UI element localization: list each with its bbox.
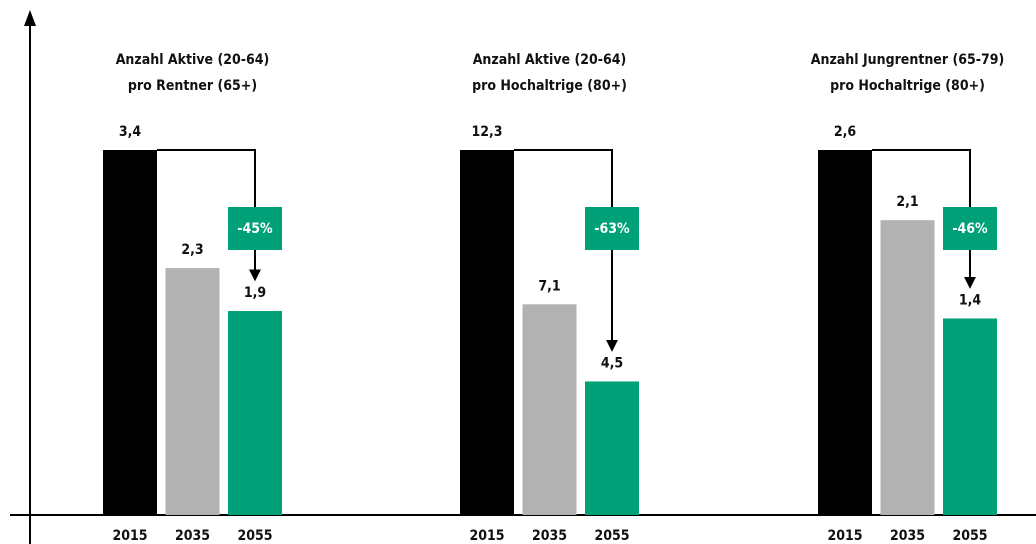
bar (165, 268, 220, 515)
change-box (585, 207, 639, 250)
x-tick-label: 2035 (175, 528, 210, 544)
bar (228, 311, 282, 515)
x-tick-label: 2055 (952, 528, 987, 544)
change-label: -46% (952, 221, 988, 237)
x-tick-label: 2015 (112, 528, 147, 544)
bar (880, 220, 935, 515)
change-bracket (157, 149, 256, 207)
value-label: 7,1 (538, 278, 560, 294)
panel-title: pro Rentner (65+) (128, 78, 257, 94)
bar (103, 150, 157, 515)
value-label: 1,4 (959, 292, 982, 308)
x-tick-label: 2035 (890, 528, 925, 544)
x-tick-label: 2055 (594, 528, 629, 544)
x-tick-label: 2055 (237, 528, 272, 544)
value-label: 12,3 (471, 124, 502, 140)
value-label: 4,5 (601, 355, 623, 371)
value-label: 2,1 (896, 194, 918, 210)
change-label: -45% (237, 221, 273, 237)
change-bracket (872, 149, 971, 207)
x-tick-label: 2015 (827, 528, 862, 544)
bar (522, 304, 577, 515)
panel-title: Anzahl Aktive (20-64) (116, 52, 270, 68)
y-axis-arrow (24, 10, 36, 26)
panel-title: Anzahl Aktive (20-64) (473, 52, 627, 68)
change-box (228, 207, 282, 250)
x-tick-label: 2035 (532, 528, 567, 544)
value-label: 2,3 (181, 242, 203, 258)
change-label: -63% (594, 221, 630, 237)
x-tick-label: 2015 (469, 528, 504, 544)
change-bracket (514, 149, 613, 207)
panel-title: pro Hochaltrige (80+) (472, 78, 627, 94)
bar (585, 381, 639, 515)
value-label: 3,4 (119, 124, 142, 140)
bar (460, 150, 514, 515)
change-box (943, 207, 997, 250)
value-label: 1,9 (244, 285, 266, 301)
panel-title: Anzahl Jungrentner (65-79) (811, 52, 1005, 68)
bar (943, 318, 997, 515)
panel-title: pro Hochaltrige (80+) (830, 78, 985, 94)
value-label: 2,6 (834, 124, 857, 140)
bar (818, 150, 872, 515)
